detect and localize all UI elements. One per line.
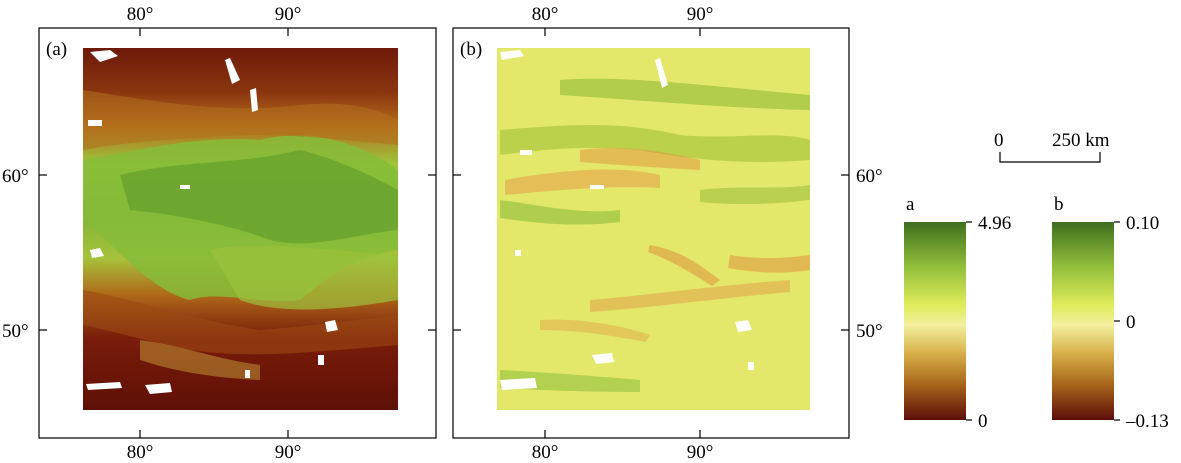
panel-a-frame [38,27,437,439]
panel-a-top-tick-90: 90° [275,4,302,25]
scale-bar-start: 0 [994,130,1004,151]
colorbar-b-max: 0.10 [1126,213,1159,234]
colorbar-a-gradient [904,222,966,420]
colorbar-b-gradient [1052,222,1114,420]
panel-a-top-tick-80: 80° [127,4,154,25]
colorbar-a: a 4.96 0 [904,194,1011,432]
panel-b-bottom-tick-80: 80° [532,442,559,463]
panel-b-right-tick-50: 50° [856,321,883,342]
panel-a-left-tick-50: 50° [2,321,29,342]
panel-a: (a) 80° 90° 80° 90° 60° 50° [2,4,437,463]
colorbar-b-mid: 0 [1126,312,1136,333]
colorbar-a-max: 4.96 [978,213,1011,234]
map-b-raster [497,48,810,410]
colorbar-a-min: 0 [978,411,988,432]
panel-a-ticks [39,28,436,438]
panel-b-top-tick-90: 90° [687,4,714,25]
scale-bar: 0 250 km [994,130,1110,163]
panel-b-bottom-tick-90: 90° [687,442,714,463]
panel-a-label: (a) [46,39,67,60]
panel-a-left-tick-60: 60° [2,166,29,187]
colorbar-a-label: a [906,194,915,215]
panel-a-bottom-tick-80: 80° [127,442,154,463]
panel-b-right-tick-60: 60° [856,166,883,187]
colorbar-b-label: b [1054,194,1064,215]
colorbar-b-min: –0.13 [1125,411,1169,432]
map-a-raster [83,48,398,410]
panel-b-top-tick-80: 80° [532,4,559,25]
scale-bar-end: 250 km [1052,130,1110,151]
panel-b-label: (b) [460,39,482,60]
panel-b-frame [452,27,850,439]
panel-b-ticks [453,28,849,438]
colorbar-b: b 0.10 0 –0.13 [1052,194,1169,432]
panel-b: (b) 80° 90° 80° 90° 60° 50° [452,4,883,463]
panel-a-bottom-tick-90: 90° [275,442,302,463]
